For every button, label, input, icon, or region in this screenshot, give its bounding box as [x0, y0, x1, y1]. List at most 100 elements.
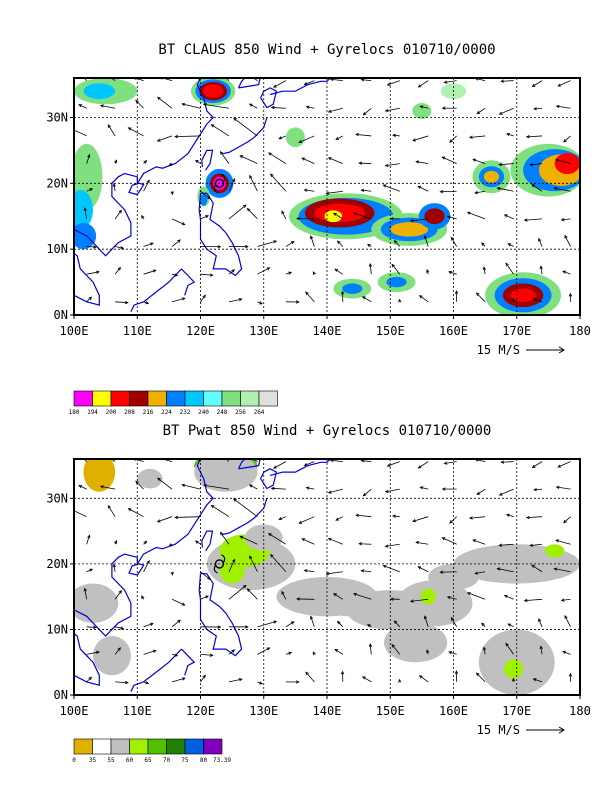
wind-vector — [228, 649, 235, 655]
wind-vector — [135, 480, 144, 490]
wind-vector — [448, 271, 457, 275]
wind-vector-head — [135, 480, 139, 485]
wind-vector — [171, 619, 181, 628]
wind-vector-head — [190, 453, 193, 456]
wind-vector — [483, 267, 486, 275]
x-tick-label: 110E — [123, 324, 152, 338]
vector-reference-label: 15 M/S — [477, 343, 520, 357]
wind-vector-head — [466, 592, 471, 596]
wind-vector-head — [398, 298, 402, 303]
wind-vector-head — [312, 651, 316, 656]
wind-vector-head — [417, 465, 422, 469]
wind-vector — [363, 107, 372, 116]
wind-vector-head — [382, 564, 387, 569]
wind-vector — [84, 207, 88, 219]
x-tick-label: 100E — [60, 324, 89, 338]
wind-vector-head — [141, 595, 145, 600]
wind-vector — [228, 678, 242, 683]
wind-vector-head — [310, 235, 314, 240]
wind-vector-head — [245, 244, 249, 249]
colorbar-label: 264 — [254, 409, 265, 416]
wind-vector-head — [177, 619, 181, 624]
wind-vector-head — [310, 615, 314, 620]
wind-vector-head — [267, 533, 272, 537]
wind-vector — [257, 267, 270, 275]
wind-vector — [249, 555, 258, 572]
wind-vector-head — [156, 519, 161, 523]
x-tick-label: 140E — [313, 704, 342, 718]
shaded-region — [74, 189, 93, 230]
wind-vector-head — [190, 72, 193, 75]
wind-vector-head — [238, 298, 243, 302]
wind-vector — [171, 677, 185, 683]
colorbar-label: 0 — [72, 757, 76, 764]
wind-vector-head — [476, 110, 481, 115]
wind-vector — [182, 103, 201, 109]
colorbar-label: 180 — [69, 409, 80, 416]
wind-vector — [195, 160, 201, 164]
wind-vector — [538, 238, 543, 247]
wind-vector-head — [76, 70, 79, 73]
wind-vector — [383, 565, 400, 573]
wind-vector-head — [391, 263, 395, 268]
wind-vector — [391, 264, 401, 275]
wind-vector — [385, 107, 400, 112]
wind-vector-head — [498, 543, 503, 547]
wind-vector-head — [426, 649, 430, 654]
wind-vector-head — [248, 103, 253, 107]
wind-vector — [196, 459, 201, 462]
wind-vector-head — [217, 245, 222, 249]
wind-vector-head — [468, 135, 473, 139]
wind-vector — [392, 515, 400, 518]
wind-vector-head — [482, 646, 487, 651]
wind-vector-head — [335, 136, 340, 140]
wind-vector-head — [87, 534, 91, 539]
wind-vector-head — [360, 188, 365, 193]
wind-vector — [200, 571, 211, 580]
wind-vector-head — [107, 504, 111, 509]
wind-vector — [114, 210, 122, 220]
wind-vector-head — [353, 592, 357, 597]
y-tick-label: 30N — [46, 491, 68, 505]
x-tick-label: 150E — [376, 324, 405, 338]
wind-vector-head — [368, 263, 373, 267]
wind-vector-head — [525, 515, 530, 520]
wind-vector — [476, 292, 486, 303]
wind-vector-head — [384, 163, 389, 167]
wind-vector — [526, 516, 543, 519]
wind-vector — [532, 80, 543, 87]
wind-vector-head — [141, 214, 145, 219]
wind-vector-head — [88, 296, 93, 301]
wind-vector-head — [505, 262, 509, 267]
wind-vector — [86, 154, 90, 164]
wind-vector-head — [93, 245, 97, 249]
wind-vector — [504, 214, 514, 220]
wind-vector-head — [219, 531, 224, 536]
wind-vector-head — [209, 273, 214, 277]
wind-vector — [472, 158, 486, 164]
wind-vector — [86, 246, 96, 248]
wind-vector-head — [450, 236, 454, 241]
chart-title: BT CLAUS 850 Wind + Gyrelocs 010710/0000 — [158, 42, 495, 58]
wind-vector-head — [568, 672, 573, 677]
wind-vector-head — [335, 517, 340, 521]
wind-vector-head — [505, 513, 510, 517]
wind-vector — [196, 78, 201, 81]
wind-vector — [554, 187, 571, 192]
wind-vector-head — [423, 615, 428, 620]
wind-vector — [385, 163, 400, 167]
wind-vector-head — [327, 490, 332, 494]
wind-vector — [220, 532, 230, 545]
colorbar-swatch — [129, 738, 149, 755]
shaded-region — [83, 459, 116, 492]
wind-vector — [394, 620, 401, 628]
wind-vector-head — [281, 210, 285, 215]
shaded-region — [83, 83, 116, 100]
wind-vector — [273, 80, 287, 88]
wind-vector-head — [443, 461, 448, 465]
colorbar-swatch — [147, 390, 167, 407]
wind-vector — [135, 100, 144, 109]
wind-vector-head — [305, 291, 309, 296]
wind-vector-head — [417, 84, 422, 88]
wind-vector — [328, 157, 343, 164]
